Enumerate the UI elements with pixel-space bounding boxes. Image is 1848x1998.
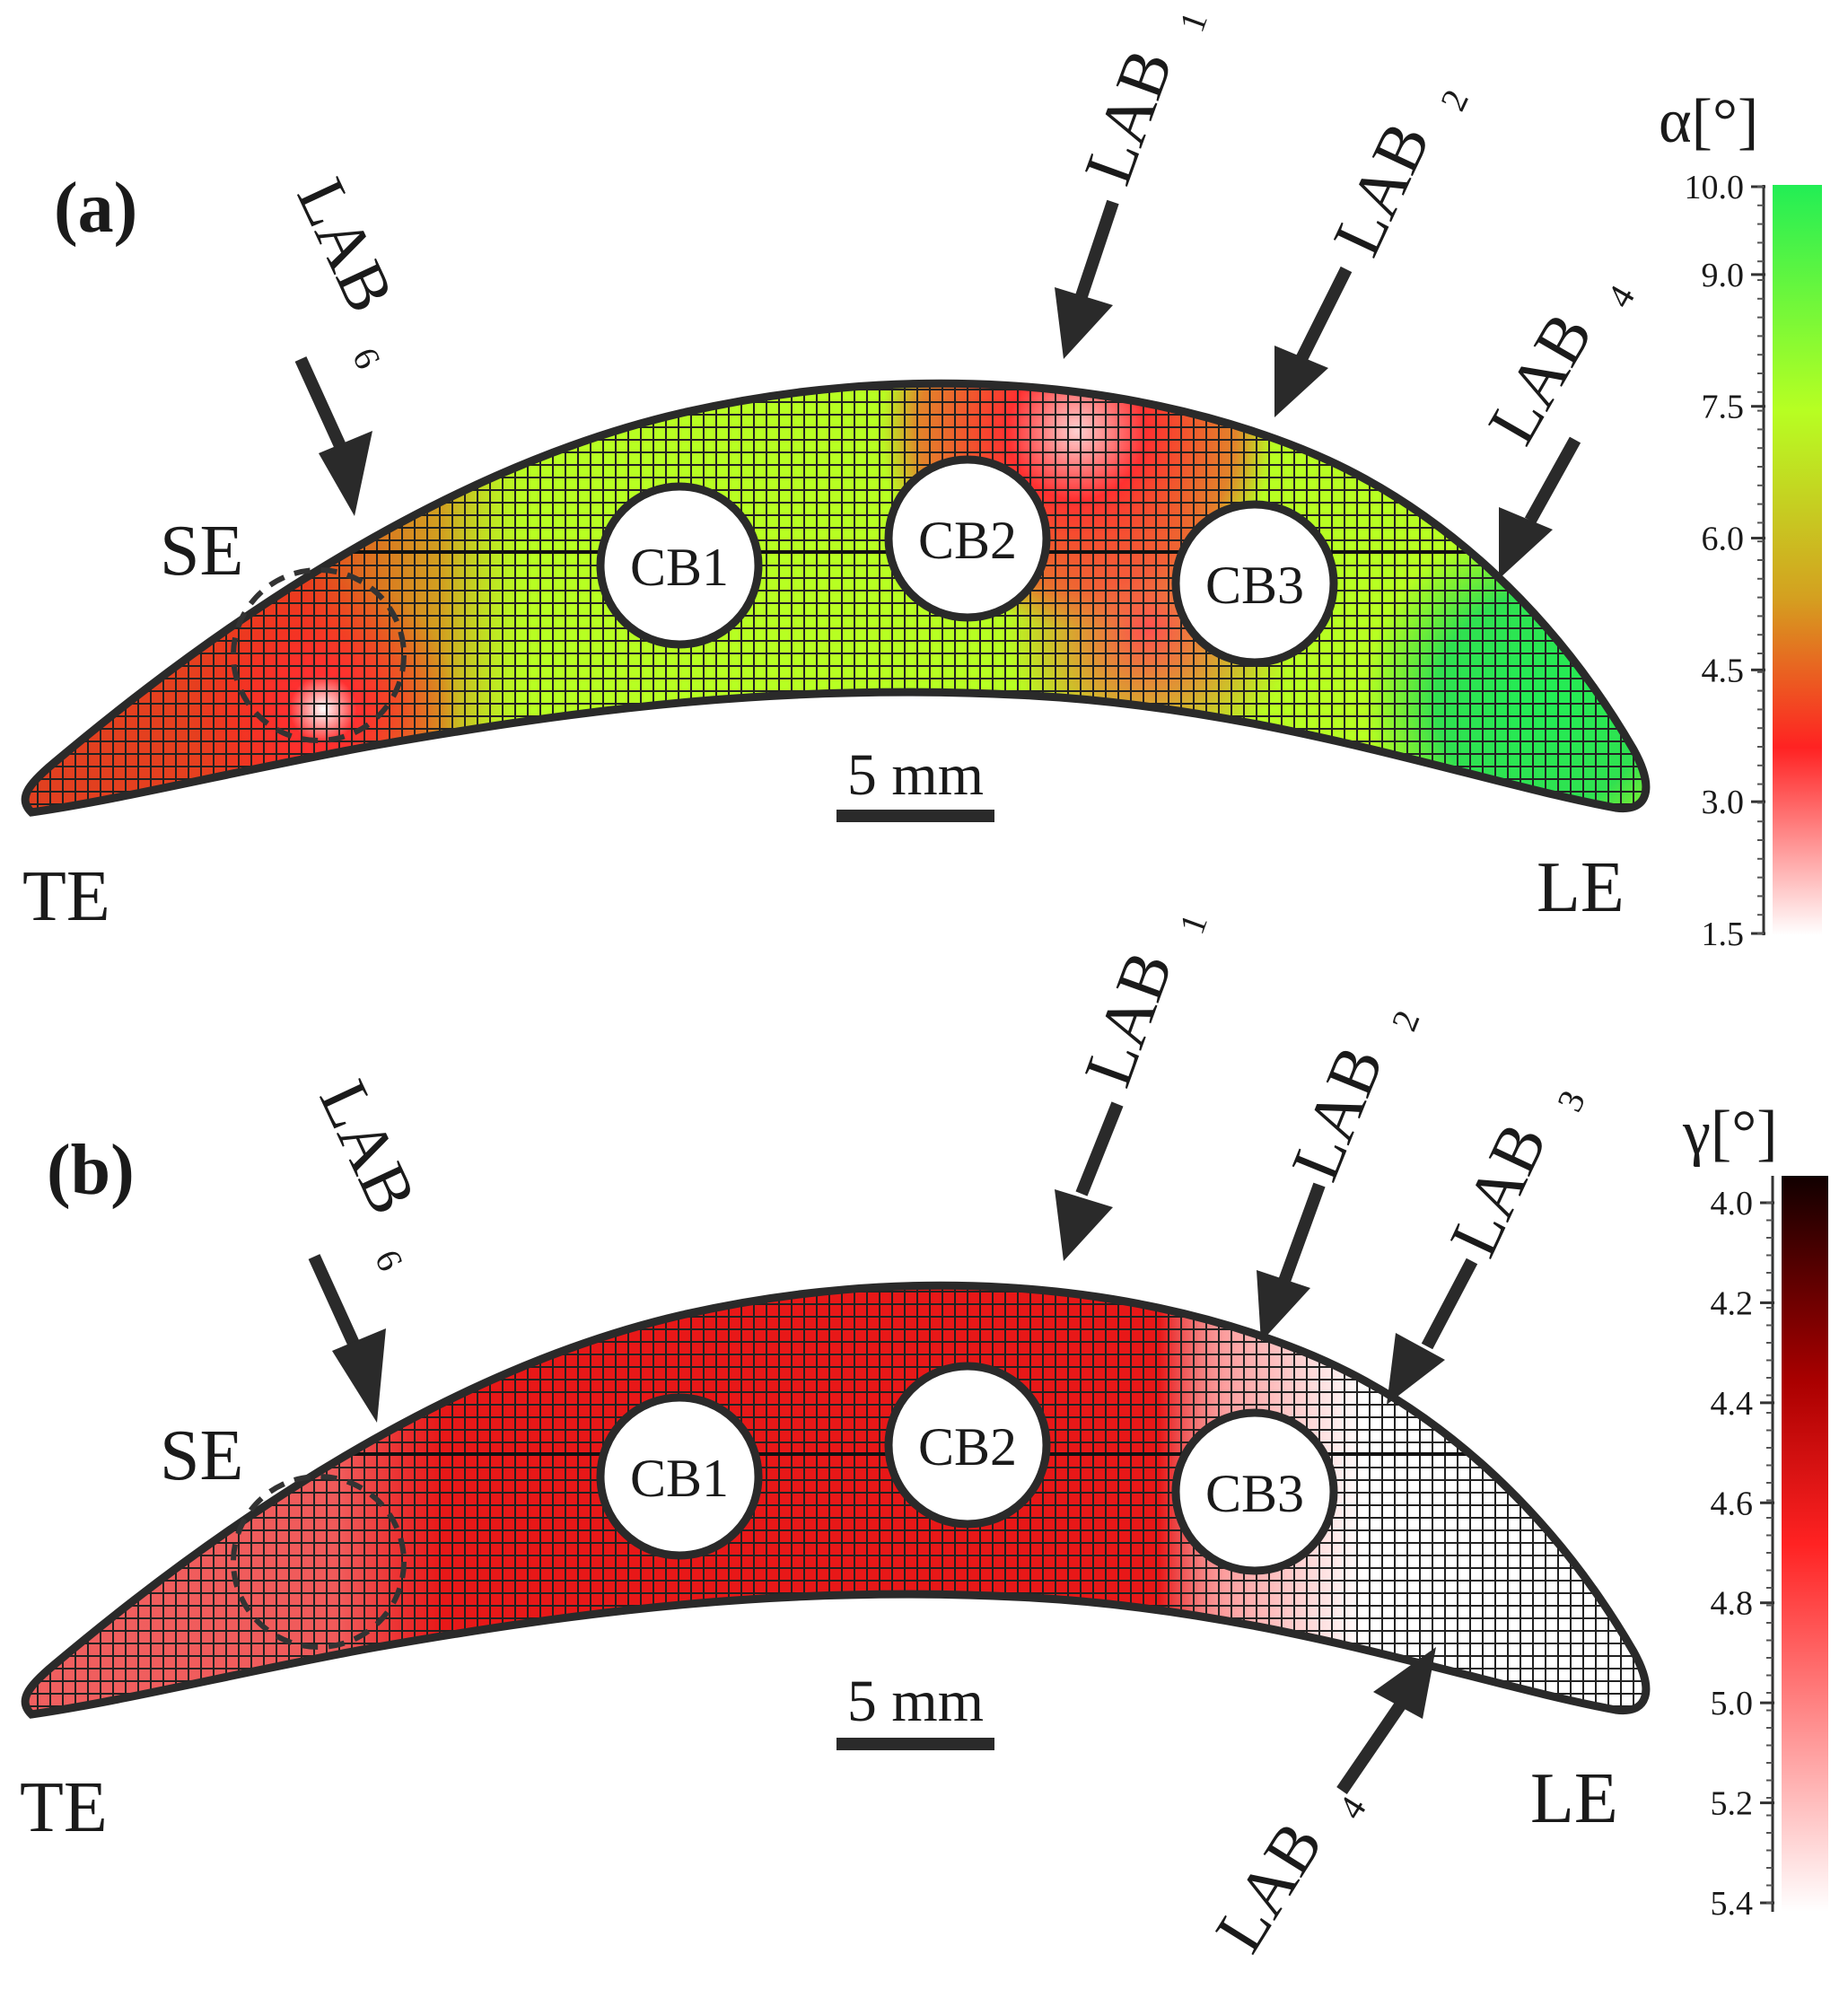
scale-bar-label: 5 mm [847, 1669, 984, 1734]
svg-text:CB2: CB2 [918, 511, 1017, 570]
svg-text:1: 1 [1171, 908, 1215, 939]
colorbar-tick-label: 3.0 [1702, 784, 1745, 821]
svg-text:6: 6 [345, 341, 389, 374]
svg-text:LAB: LAB [1318, 111, 1444, 267]
svg-text:LAB: LAB [1474, 301, 1607, 457]
colorbar-tick-label: 7.5 [1702, 389, 1745, 426]
svg-text:6: 6 [367, 1243, 411, 1276]
arrow-lab2: LAB 2 [1257, 1004, 1428, 1342]
svg-text:LAB: LAB [1201, 1810, 1337, 1965]
colorbar-tick-label: 4.2 [1711, 1284, 1754, 1322]
se-region-circle [231, 567, 407, 743]
se-label: SE [160, 512, 243, 591]
colorbar-ticks: 4.0 4.2 4.4 4.6 4.8 5.0 5.2 5.4 [1711, 1185, 1774, 1923]
cooling-bore-cb3: CB3 [1171, 1408, 1338, 1575]
svg-text:LAB: LAB [1070, 39, 1187, 194]
colorbar-tick-label: 5.0 [1711, 1685, 1754, 1722]
arrow-lab1: LAB 1 [1055, 6, 1215, 359]
svg-text:LAB: LAB [1070, 942, 1187, 1096]
arrow-lab1: LAB 1 [1055, 908, 1215, 1261]
scale-bar [836, 810, 994, 822]
cooling-bore-cb1: CB1 [596, 482, 763, 649]
colorbar-tick-label: 4.8 [1711, 1585, 1754, 1623]
scale-bar-label: 5 mm [847, 742, 984, 808]
svg-text:4: 4 [1598, 278, 1642, 314]
colorbar-tick-label: 5.4 [1711, 1885, 1754, 1923]
colorbar-title: α[°] [1659, 87, 1758, 156]
le-label: LE [1537, 848, 1625, 927]
arrow-lab3: LAB 3 [1387, 1084, 1593, 1405]
panel-label: (b) [47, 1131, 135, 1210]
te-label: TE [22, 857, 110, 936]
panel-a: (a) CB1 CB2 CB3 SE TE [0, 6, 1822, 953]
svg-text:CB1: CB1 [630, 538, 729, 597]
panel-label: (a) [54, 169, 137, 248]
svg-text:CB3: CB3 [1205, 1464, 1304, 1523]
cooling-bore-cb3: CB3 [1171, 500, 1338, 667]
colorbar-tick-label: 4.6 [1711, 1485, 1754, 1522]
colorbar-tick-label: 4.4 [1711, 1385, 1754, 1423]
svg-text:2: 2 [1383, 1004, 1427, 1036]
colorbar-a: α[°] 10.0 9.0 7.5 6.0 4.5 3.0 1.5 [1659, 87, 1822, 953]
colorbar-tick-label: 5.2 [1711, 1785, 1754, 1823]
colorbar-b: γ[°] 4.0 4.2 4.4 4.6 4.8 5.0 5.2 5.4 [1682, 1099, 1828, 1923]
svg-text:1: 1 [1171, 6, 1215, 37]
se-region-circle [231, 1474, 407, 1650]
svg-text:LAB: LAB [283, 168, 408, 323]
scale-bar [836, 1738, 994, 1750]
svg-text:LAB: LAB [305, 1070, 431, 1225]
le-label: LE [1530, 1759, 1618, 1838]
cooling-bore-cb1: CB1 [596, 1393, 763, 1560]
colorbar-ticks: 10.0 9.0 7.5 6.0 4.5 3.0 1.5 [1685, 169, 1765, 953]
colorbar-tick-label: 6.0 [1702, 521, 1745, 558]
svg-text:LAB: LAB [1435, 1112, 1561, 1267]
arrow-lab4: LAB 4 [1474, 278, 1642, 579]
se-label: SE [160, 1416, 243, 1495]
svg-text:LAB: LAB [1277, 1036, 1398, 1190]
colorbar-title: γ[°] [1682, 1099, 1778, 1168]
svg-text:2: 2 [1432, 83, 1476, 117]
svg-text:CB3: CB3 [1205, 556, 1304, 615]
svg-text:CB1: CB1 [630, 1449, 729, 1508]
colorbar-gradient [1773, 185, 1822, 935]
colorbar-tick-label: 4.0 [1711, 1185, 1754, 1222]
arrow-lab6: LAB 6 [305, 1070, 431, 1423]
svg-text:CB2: CB2 [918, 1417, 1017, 1477]
cooling-bore-cb2: CB2 [884, 1362, 1051, 1529]
arrow-lab6: LAB 6 [283, 168, 408, 516]
colorbar-tick-label: 1.5 [1702, 916, 1745, 953]
colorbar-tick-label: 9.0 [1702, 257, 1745, 294]
colorbar-gradient [1782, 1176, 1828, 1912]
colorbar-tick-label: 4.5 [1702, 652, 1745, 689]
svg-text:3: 3 [1549, 1084, 1593, 1117]
svg-text:4: 4 [1330, 1789, 1374, 1826]
arrow-lab4: LAB 4 [1201, 1647, 1436, 1965]
cooling-bore-cb2: CB2 [884, 455, 1051, 622]
colorbar-tick-label: 10.0 [1685, 169, 1745, 206]
te-label: TE [20, 1768, 108, 1847]
arrow-lab2: LAB 2 [1274, 83, 1476, 417]
